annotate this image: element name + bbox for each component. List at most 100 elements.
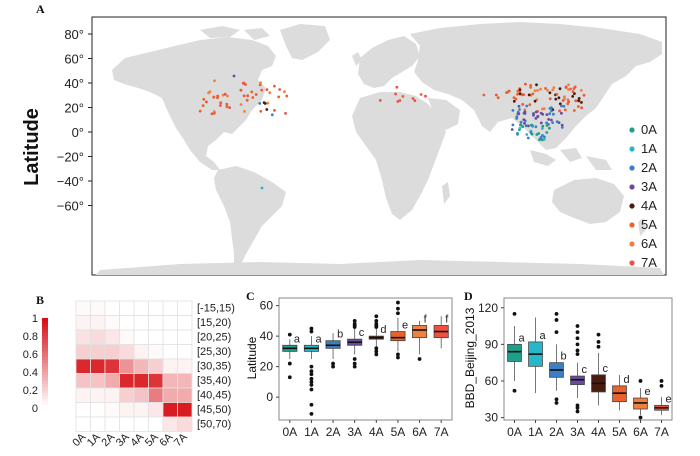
map-sample-point	[518, 126, 522, 130]
box-outlier	[512, 311, 517, 316]
colorbar-segment	[42, 375, 48, 379]
box-outlier	[396, 352, 400, 357]
panel-d-label: D	[464, 289, 473, 303]
heatmap-cell	[162, 387, 178, 403]
colorbar-tick-label: 0	[32, 403, 38, 415]
map-sample-point	[262, 101, 266, 104]
map-sample-point	[577, 99, 580, 103]
heatmap-cell	[148, 416, 164, 432]
madagascar-landmass	[442, 182, 450, 204]
heatmap-cell	[133, 315, 149, 331]
box-outlier	[309, 329, 314, 334]
map-y-tick-label: 60°	[64, 52, 84, 67]
map-sample-point	[251, 96, 255, 99]
map-sample-point	[260, 88, 264, 92]
y-tick-label: 90	[485, 337, 499, 351]
box-outlier	[309, 326, 314, 331]
map-sample-point	[548, 126, 551, 130]
heatmap-cell	[177, 387, 193, 403]
legend-marker-1a	[629, 146, 635, 152]
heatmap-cell	[162, 416, 178, 432]
map-sample-point	[259, 81, 262, 85]
map-sample-point	[567, 88, 570, 91]
x-tick-label: 4A	[591, 425, 606, 439]
map-sample-point	[527, 93, 531, 97]
map-y-ticks: 80° 60° 40° 20° 0° −20° −40° −60°	[57, 27, 92, 214]
heatmap-row-label: [30,35)	[197, 361, 231, 373]
north-america-landmass	[112, 37, 276, 170]
box-outlier	[554, 318, 559, 322]
box-outlier	[659, 383, 664, 388]
heatmap-cell	[119, 300, 135, 316]
map-sample-point	[571, 90, 575, 94]
heatmap-cell	[162, 329, 178, 345]
map-sample-point	[582, 93, 586, 97]
map-sample-point	[518, 88, 522, 92]
heatmap-cell	[148, 315, 164, 331]
heatmap-cell	[119, 358, 135, 374]
map-sample-point	[535, 133, 539, 136]
map-sample-point	[579, 89, 583, 92]
map-sample-point	[558, 102, 562, 106]
map-sample-point	[563, 95, 566, 99]
map-sample-point	[511, 109, 515, 112]
map-sample-point	[219, 104, 222, 107]
box-outlier	[352, 357, 357, 361]
map-sample-point	[525, 133, 529, 136]
colorbar-segment	[42, 318, 48, 322]
box-outlier	[596, 340, 601, 344]
x-tick-label: 0A	[507, 425, 522, 439]
box-outlier	[309, 369, 314, 374]
colorbar-segment	[42, 333, 48, 337]
box-outlier	[331, 364, 335, 369]
map-sample-point	[577, 97, 581, 100]
heatmap-cell	[90, 387, 106, 403]
map-sample-point	[530, 123, 533, 127]
map-sample-point	[542, 137, 546, 141]
map-sample-point	[536, 115, 540, 118]
x-tick-label: 2A	[326, 425, 341, 439]
colorbar-segment	[42, 369, 48, 373]
box-outlier	[554, 311, 559, 316]
heatmap-cell	[119, 329, 135, 345]
map-sample-point	[411, 97, 415, 100]
x-tick-label: 1A	[304, 425, 319, 439]
box-significance-letter: c	[582, 364, 588, 376]
map-sample-point	[260, 186, 264, 190]
arctic-islands	[200, 26, 270, 40]
box-outlier	[512, 388, 517, 393]
legend-marker-4a	[629, 203, 635, 209]
panel-c-y-axis-title: Latitude	[245, 336, 259, 379]
map-sample-point	[241, 81, 245, 85]
map-sample-point	[545, 121, 548, 125]
map-sample-point	[198, 109, 202, 113]
map-sample-point	[394, 92, 397, 96]
box-outlier	[309, 376, 314, 381]
box-outlier	[309, 402, 314, 407]
map-sample-point	[225, 105, 229, 109]
colorbar-segment	[42, 351, 48, 355]
map-sample-point	[521, 103, 525, 106]
box-outlier	[638, 379, 643, 383]
legend-label-7a: 7A	[641, 255, 657, 270]
map-sample-point	[244, 83, 247, 86]
map-sample-point	[535, 83, 538, 87]
map-sample-point	[569, 87, 572, 91]
box-outlier	[554, 330, 559, 335]
box-outlier	[396, 300, 400, 305]
map-sample-point	[529, 86, 533, 89]
map-sample-point	[572, 109, 576, 112]
map-sample-point	[210, 112, 214, 116]
map-sample-point	[531, 92, 535, 96]
box-outlier	[287, 361, 292, 366]
map-sample-point	[545, 113, 549, 116]
heatmap-cell	[148, 329, 164, 345]
map-sample-point	[545, 124, 549, 127]
box-significance-letter: e	[645, 386, 651, 398]
heatmap-cell	[75, 373, 91, 389]
map-y-tick-label: 20°	[64, 101, 84, 116]
box-outlier	[417, 357, 422, 361]
heatmap-cell	[162, 373, 178, 389]
map-sample-point	[285, 94, 289, 98]
map-sample-point	[550, 106, 553, 109]
